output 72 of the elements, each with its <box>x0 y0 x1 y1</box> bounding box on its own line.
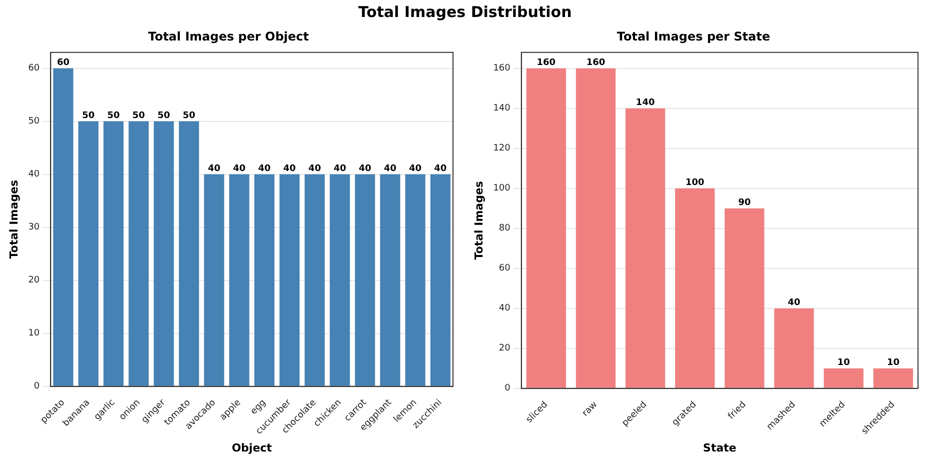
bar <box>576 68 616 388</box>
data-label: 60 <box>56 58 70 68</box>
x-axis-title: State <box>703 441 736 454</box>
bar <box>229 174 250 386</box>
data-label: 40 <box>308 164 321 174</box>
data-label: 50 <box>158 111 170 122</box>
y-tick-label: 140 <box>493 104 511 114</box>
y-tick-label: 160 <box>493 64 511 74</box>
y-tick-label: 0 <box>34 382 40 392</box>
y-tick-label: 50 <box>28 116 40 127</box>
y-tick-label: 40 <box>28 170 40 180</box>
data-label: 50 <box>182 111 196 122</box>
bar <box>103 121 124 386</box>
bar <box>128 121 149 386</box>
bar <box>279 174 300 386</box>
data-label: 40 <box>232 164 246 174</box>
data-label: 40 <box>384 164 396 174</box>
y-tick-label: 10 <box>28 328 40 339</box>
bar <box>675 188 715 388</box>
bar <box>304 174 325 386</box>
bar <box>774 308 814 388</box>
chart-title: Total Images per Object <box>148 29 310 44</box>
y-tick-label: 20 <box>498 344 511 354</box>
bar <box>78 121 98 386</box>
bar <box>178 121 200 386</box>
y-tick-label: 20 <box>28 276 40 286</box>
data-label: 40 <box>409 164 422 174</box>
y-tick-label: 40 <box>498 304 511 314</box>
y-axis-title: Total Images <box>472 180 486 260</box>
data-label: 40 <box>283 164 296 174</box>
bar <box>53 68 74 386</box>
bar <box>526 68 566 388</box>
bar <box>724 208 764 388</box>
y-tick-label: 80 <box>498 224 511 234</box>
bar <box>204 174 224 386</box>
data-label: 90 <box>738 198 751 208</box>
bar <box>354 174 376 386</box>
data-label: 100 <box>686 178 704 188</box>
bar <box>430 174 450 386</box>
data-label: 10 <box>837 358 850 368</box>
data-label: 40 <box>208 164 220 174</box>
data-label: 10 <box>886 358 900 368</box>
bar <box>380 174 400 386</box>
data-label: 40 <box>258 164 271 174</box>
data-label: 140 <box>636 98 655 108</box>
bar <box>330 174 350 386</box>
bar <box>873 368 914 388</box>
bar <box>154 121 174 386</box>
y-tick-label: 60 <box>498 264 511 274</box>
data-label: 40 <box>334 164 346 174</box>
data-label: 40 <box>434 164 447 174</box>
bar <box>824 368 864 388</box>
data-label: 160 <box>536 58 556 68</box>
data-label: 50 <box>132 111 145 122</box>
y-tick-label: 100 <box>493 184 511 194</box>
y-axis-title: Total Images <box>7 180 20 259</box>
data-label: 40 <box>788 298 800 308</box>
data-label: 40 <box>358 164 372 174</box>
data-label: 50 <box>107 111 120 122</box>
y-tick-label: 120 <box>493 144 511 154</box>
y-tick-label: 0 <box>504 384 511 394</box>
x-tick-label: raw <box>580 400 600 419</box>
data-label: 160 <box>586 58 606 68</box>
bar <box>254 174 274 386</box>
bar <box>625 108 666 388</box>
data-label: 50 <box>82 111 95 122</box>
text: Total Images Distribution <box>357 2 573 23</box>
y-tick-label: 30 <box>28 222 40 233</box>
y-tick-label: 60 <box>28 64 40 74</box>
x-axis-title: Object <box>232 441 272 454</box>
bar <box>405 174 426 386</box>
chart-title: Total Images per State <box>616 29 770 44</box>
